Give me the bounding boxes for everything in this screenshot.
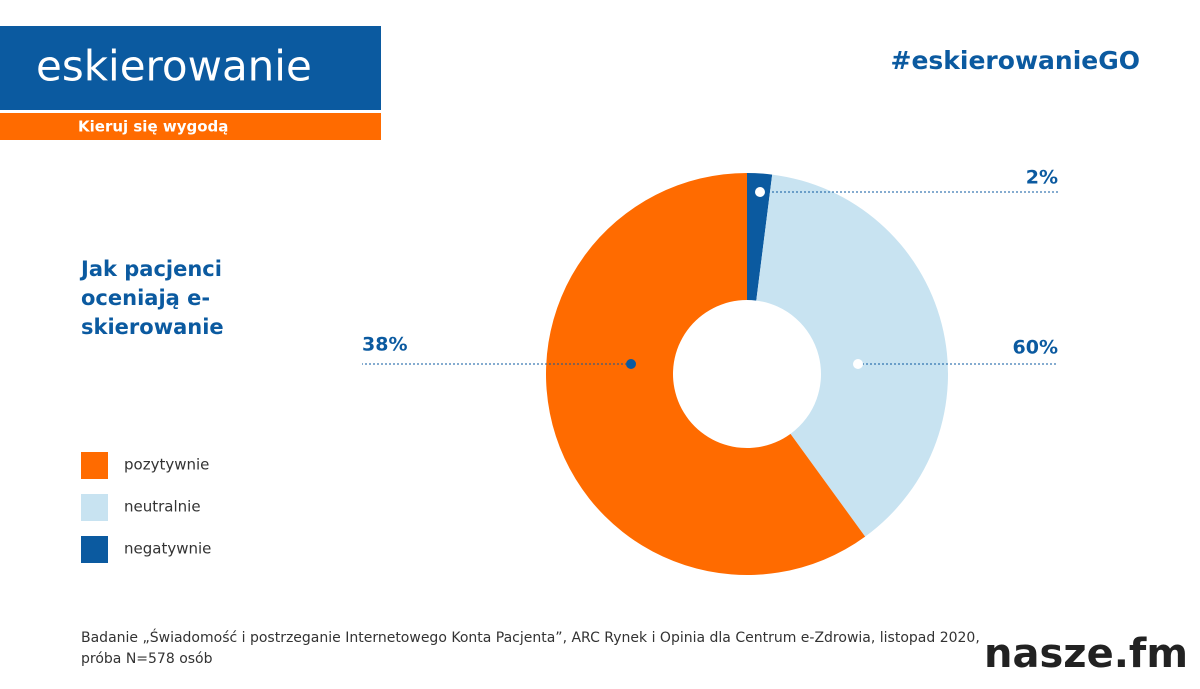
tagline: Kieruj się wygodą [78, 118, 228, 136]
leader-dot [853, 359, 863, 369]
legend-swatch [81, 494, 108, 521]
chart-title: Jak pacjenci oceniają e-skierowanie [81, 257, 224, 339]
legend-label: negatywnie [124, 540, 211, 558]
source-line: próba N=578 osób [81, 651, 213, 667]
legend-swatch [81, 452, 108, 479]
source-line: Badanie „Świadomość i postrzeganie Inter… [81, 628, 980, 646]
value-label: 60% [1013, 337, 1058, 359]
value-label: 2% [1026, 167, 1058, 189]
legend-label: pozytywnie [124, 456, 209, 474]
hashtag: #eskierowanieGO [891, 46, 1141, 75]
tagline-box [0, 113, 381, 140]
value-label: 38% [362, 334, 407, 356]
leader-dot [626, 359, 636, 369]
legend-swatch [81, 536, 108, 563]
slice [545, 173, 866, 576]
slice [747, 173, 773, 301]
slice [756, 174, 948, 537]
legend-label: neutralnie [124, 498, 201, 516]
logo-box [0, 26, 381, 110]
leader-dot [755, 187, 765, 197]
watermark: nasze.fm [984, 631, 1188, 677]
logo: eskierowanie [36, 42, 312, 91]
